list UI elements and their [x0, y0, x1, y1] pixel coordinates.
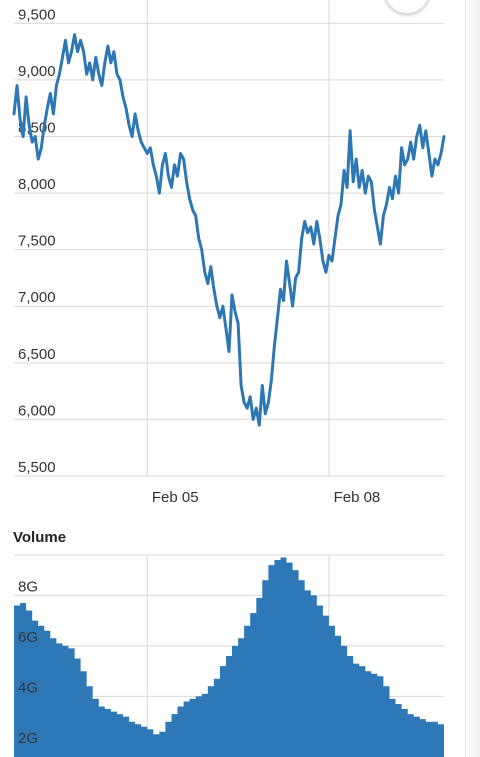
volume-y-tick-label: 4G	[18, 679, 38, 696]
volume-y-tick-label: 8G	[18, 578, 38, 595]
volume-y-axis: 8G 6G 4G 2G	[18, 578, 38, 747]
price-y-tick-label: 8,000	[18, 176, 56, 193]
price-series	[12, 33, 446, 427]
volume-area	[14, 557, 444, 757]
volume-y-tick-label: 6G	[18, 629, 38, 646]
volume-chart: 8G 6G 4G 2G	[14, 554, 444, 757]
price-y-tick-label: 8,500	[18, 119, 56, 136]
volume-y-tick-label: 2G	[18, 730, 38, 747]
price-y-tick-label: 6,500	[18, 346, 56, 363]
price-x-axis: Feb 05 Feb 08	[152, 489, 380, 506]
price-y-tick-label: 6,000	[18, 402, 56, 419]
price-y-tick-label: 7,000	[18, 289, 56, 306]
price-y-tick-label: 9,000	[18, 63, 56, 80]
price-x-tick-label: Feb 08	[334, 489, 381, 506]
volume-title: Volume	[13, 529, 67, 546]
price-y-axis: 9,500 9,000 8,500 8,000 7,500 7,000 6,500 6,000…	[18, 6, 56, 476]
price-grid	[14, 0, 444, 477]
volume-series	[14, 557, 444, 757]
price-y-tick-label: 7,500	[18, 233, 56, 250]
price-x-tick-label: Feb 05	[152, 489, 199, 506]
scroll-edge	[465, 0, 480, 757]
price-y-tick-label: 5,500	[18, 459, 56, 476]
price-y-tick-label: 9,500	[18, 6, 56, 23]
price-chart: Feb 05 Feb 08 9,500 9,000 8,500 8,000 7,500 7,…	[12, 0, 446, 506]
price-line	[12, 33, 446, 427]
